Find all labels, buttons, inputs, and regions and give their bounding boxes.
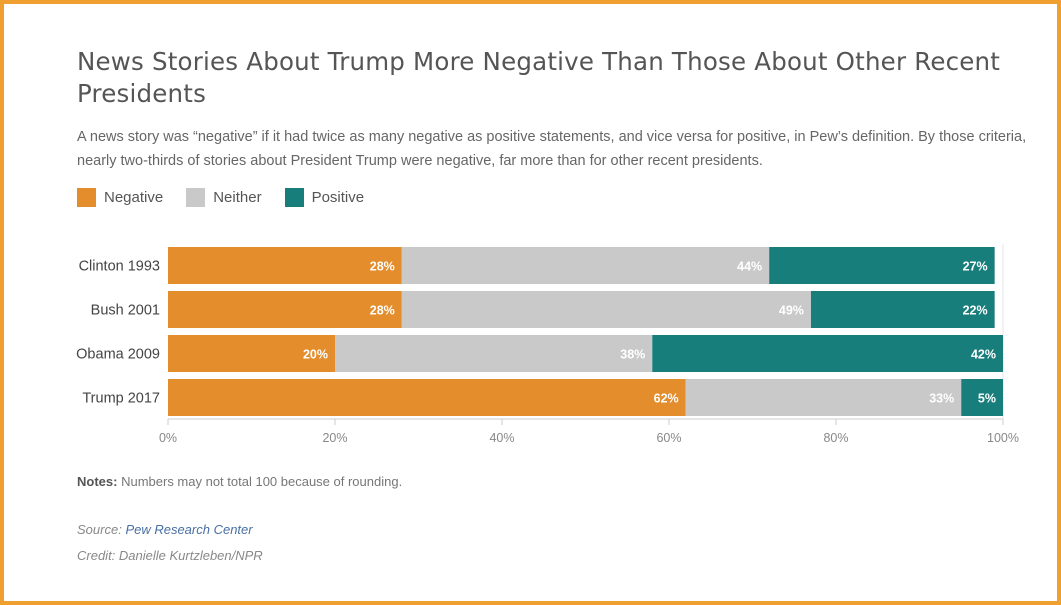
chart-source: Source: Pew Research Center [77, 522, 253, 537]
x-tick-label: 0% [159, 431, 177, 445]
data-label: 20% [303, 348, 328, 362]
legend-swatch-positive [284, 188, 304, 207]
data-label: 28% [370, 260, 395, 274]
bar-segment-positive [810, 291, 995, 328]
data-label: 28% [370, 304, 395, 318]
bar-segment-negative [168, 291, 402, 328]
category-label: Trump 2017 [82, 391, 160, 407]
legend-label-negative: Negative [104, 189, 164, 206]
data-label: 62% [654, 392, 679, 406]
chart-title: News Stories About Trump More Negative T… [77, 47, 1001, 108]
x-tick-label: 60% [656, 431, 681, 445]
bar-segment-neither [401, 247, 770, 284]
bar-segment-positive [769, 247, 995, 284]
source-link[interactable]: Pew Research Center [125, 522, 253, 537]
stacked-bar-chart: Clinton 1993 28% 44% 27% Bush 2001 28% 49% 22% O… [76, 244, 1019, 445]
data-label: 49% [779, 304, 804, 318]
chart-credit: Credit: Danielle Kurtzleben/NPR [77, 548, 263, 563]
data-label: 5% [978, 392, 996, 406]
bar-segment-positive [961, 379, 1003, 416]
x-tick-label: 80% [823, 431, 848, 445]
bar-segment-negative [168, 247, 402, 284]
chart-notes: Notes: Numbers may not total 100 because… [77, 474, 402, 489]
x-tick-label: 40% [489, 431, 514, 445]
notes-label: Notes: [77, 474, 118, 489]
legend-item-negative: Negative [77, 188, 163, 207]
chart-subtitle: A news story was “negative” if it had tw… [77, 129, 1027, 169]
x-tick-label: 100% [987, 431, 1019, 445]
category-label: Obama 2009 [76, 347, 160, 363]
data-label: 42% [971, 348, 996, 362]
bar-segment-neither [401, 291, 811, 328]
notes-text: Numbers may not total 100 because of rou… [121, 474, 403, 489]
data-label: 44% [737, 260, 762, 274]
data-label: 33% [929, 392, 954, 406]
x-tick-label: 20% [322, 431, 347, 445]
bar-segment-negative [168, 379, 686, 416]
bar-segment-neither [335, 335, 653, 372]
source-label: Source: [77, 522, 122, 537]
data-label: 38% [620, 348, 645, 362]
legend-item-positive: Positive [284, 188, 365, 207]
data-label: 22% [963, 304, 988, 318]
category-label: Clinton 1993 [79, 259, 160, 275]
bar-segment-positive [652, 335, 1003, 372]
legend-swatch-neither [186, 188, 206, 207]
legend-label-neither: Neither [213, 189, 262, 206]
legend-swatch-negative [77, 188, 96, 207]
legend-item-neither: Neither [186, 188, 262, 207]
data-label: 27% [963, 260, 988, 274]
bar-segment-negative [168, 335, 335, 372]
legend: Negative Neither Positive [77, 188, 387, 207]
legend-label-positive: Positive [311, 189, 365, 206]
bar-segment-neither [685, 379, 962, 416]
category-label: Bush 2001 [91, 303, 160, 319]
